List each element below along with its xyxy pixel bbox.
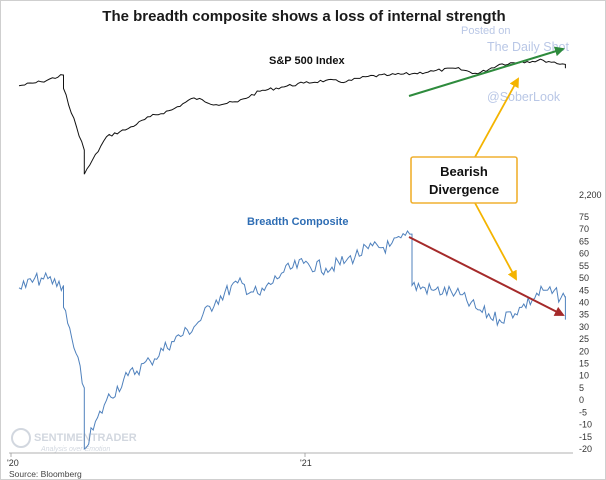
y-tick-label: 45 [579, 285, 589, 295]
y-tick-label: 30 [579, 322, 589, 332]
y-tick-label: 40 [579, 298, 589, 308]
logo-subtext: Analysis over Emotion [40, 446, 110, 453]
red-trend-arrow [408, 236, 565, 316]
sp500-label: S&P 500 Index [269, 55, 345, 67]
watermark-handle: @SoberLook [487, 90, 561, 104]
y-tick-label: 55 [579, 261, 589, 271]
green-trend-arrow [408, 46, 565, 97]
callout-line-2: Divergence [429, 182, 499, 197]
breadth-line [18, 230, 566, 451]
y-tick-label: 70 [579, 224, 589, 234]
x-tick-20: '20 [7, 458, 19, 468]
top-axis-label: 2,200 [579, 190, 602, 200]
y-tick-label: 65 [579, 236, 589, 246]
callout-arrow-down [474, 202, 517, 281]
breadth-y-axis: 757065605550454035302520151050-5-10-15-2… [579, 212, 592, 454]
callout-box [410, 156, 518, 204]
y-tick-label: 75 [579, 212, 589, 222]
logo-mark-icon [11, 428, 31, 448]
y-tick-label: -15 [579, 432, 592, 442]
y-tick-label: 10 [579, 371, 589, 381]
y-tick-label: 5 [579, 383, 584, 393]
y-tick-label: -5 [579, 407, 587, 417]
callout-line-1: Bearish [440, 164, 488, 179]
y-tick-label: 25 [579, 334, 589, 344]
plot-layer [18, 58, 566, 451]
x-tick-21: '21 [300, 458, 312, 468]
logo-text: SENTIMENTRADER [34, 432, 137, 444]
source-note: Source: Bloomberg [9, 469, 82, 479]
watermark-site: The Daily Shot [487, 40, 570, 54]
y-tick-label: 50 [579, 273, 589, 283]
sentimentrader-logo: SENTIMENTRADER Analysis over Emotion [11, 428, 137, 453]
sp500-line [18, 58, 566, 175]
callout-arrow-up [474, 77, 519, 158]
y-tick-label: 20 [579, 346, 589, 356]
y-tick-label: -10 [579, 420, 592, 430]
y-tick-label: -20 [579, 444, 592, 454]
y-tick-label: 35 [579, 310, 589, 320]
y-tick-label: 15 [579, 359, 589, 369]
watermark-posted: Posted on [461, 25, 511, 37]
chart-title: The breadth composite shows a loss of in… [102, 8, 505, 25]
bearish-divergence-callout: Bearish Divergence [410, 156, 518, 204]
breadth-label: Breadth Composite [247, 216, 348, 228]
y-tick-label: 0 [579, 395, 584, 405]
y-tick-label: 60 [579, 249, 589, 259]
